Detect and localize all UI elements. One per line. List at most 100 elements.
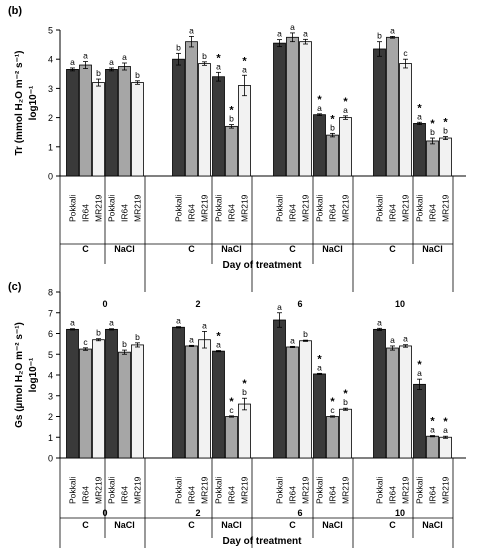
y-tick-label: 7: [48, 308, 53, 318]
significance-letter: a: [109, 318, 114, 328]
bar-pokkali: [212, 76, 225, 177]
category-label: MR219: [341, 476, 351, 504]
condition-label: C: [389, 244, 396, 254]
significance-letter: a: [277, 302, 282, 312]
y-tick-label: 0: [48, 454, 53, 464]
condition-label: C: [188, 520, 195, 530]
category-label: IR64: [81, 204, 91, 222]
significance-star: *: [343, 388, 348, 400]
category-label: MR219: [341, 194, 351, 222]
condition-label: C: [389, 520, 396, 530]
condition-label: NaCl: [114, 244, 135, 254]
significance-letter: b: [343, 397, 348, 407]
y-tick-label: 3: [48, 391, 53, 401]
day-label: 6: [297, 508, 302, 518]
significance-star: *: [229, 105, 234, 117]
significance-letter: a: [83, 51, 88, 61]
y-tick-label: 2: [48, 412, 53, 422]
significance-letter: b: [303, 329, 308, 339]
significance-letter: a: [343, 105, 348, 115]
condition-label: C: [82, 244, 89, 254]
y-tick-label: 4: [48, 55, 53, 65]
day-label: 10: [395, 299, 405, 309]
significance-letter: a: [290, 22, 295, 32]
significance-star: *: [417, 359, 422, 371]
significance-letter: a: [202, 320, 207, 330]
bar-mr219: [299, 340, 312, 459]
significance-letter: a: [417, 368, 422, 378]
bar-mr219: [92, 339, 105, 459]
bar-ir64: [79, 348, 92, 459]
condition-label: NaCl: [322, 244, 343, 254]
category-label: MR219: [240, 194, 250, 222]
category-label: Pokkali: [415, 194, 425, 222]
category-label: MR219: [441, 194, 451, 222]
category-label: MR219: [200, 476, 210, 504]
significance-letter: a: [189, 25, 194, 35]
category-label: MR219: [301, 194, 311, 222]
bar-pokkali: [373, 328, 386, 459]
significance-star: *: [330, 396, 335, 408]
category-label: MR219: [441, 476, 451, 504]
significance-letter: a: [189, 334, 194, 344]
condition-label: C: [188, 244, 195, 254]
bar-pokkali: [172, 58, 185, 177]
significance-star: *: [317, 353, 322, 365]
significance-letter: b: [202, 51, 207, 61]
category-label: IR64: [328, 486, 338, 504]
category-label: MR219: [401, 476, 411, 504]
bar-pokkali: [66, 69, 79, 177]
bar-mr219: [198, 63, 211, 177]
significance-letter: c: [403, 48, 408, 58]
significance-star: *: [443, 416, 448, 428]
bar-mr219: [238, 85, 251, 177]
category-label: Pokkali: [275, 476, 285, 504]
significance-letter: b: [377, 31, 382, 41]
significance-star: *: [216, 52, 221, 64]
significance-letter: c: [330, 405, 335, 415]
category-label: Pokkali: [68, 476, 78, 504]
condition-label: NaCl: [114, 520, 135, 530]
significance-letter: b: [330, 122, 335, 132]
significance-letter: a: [317, 362, 322, 372]
bar-ir64: [286, 346, 299, 459]
y-axis-label-unit: log10⁻¹: [28, 85, 39, 120]
bar-ir64: [185, 41, 198, 177]
bar-ir64: [286, 36, 299, 177]
category-label: Pokkali: [275, 194, 285, 222]
significance-letter: b: [430, 127, 435, 137]
significance-letter: a: [443, 425, 448, 435]
significance-letter: b: [242, 387, 247, 397]
category-label: IR64: [288, 204, 298, 222]
significance-letter: b: [96, 68, 101, 78]
bar-mr219: [198, 339, 211, 459]
category-label: Pokkali: [315, 476, 325, 504]
category-label: IR64: [328, 204, 338, 222]
y-tick-label: 1: [48, 433, 53, 443]
bar-mr219: [439, 436, 452, 459]
significance-letter: a: [417, 111, 422, 121]
bar-ir64: [185, 345, 198, 459]
bar-pokkali: [212, 350, 225, 459]
day-label: 6: [297, 299, 302, 309]
significance-letter: b: [443, 126, 448, 136]
category-label: IR64: [288, 486, 298, 504]
bar-mr219: [131, 82, 144, 177]
y-tick-label: 4: [48, 371, 53, 381]
category-label: IR64: [227, 204, 237, 222]
y-tick-label: 3: [48, 84, 53, 94]
bar-mr219: [238, 403, 251, 459]
bar-pokkali: [273, 42, 286, 177]
bar-ir64: [79, 64, 92, 177]
category-label: IR64: [81, 486, 91, 504]
significance-letter: b: [135, 70, 140, 80]
bar-pokkali: [273, 319, 286, 459]
condition-label: C: [82, 520, 89, 530]
category-label: MR219: [94, 194, 104, 222]
significance-letter: a: [290, 335, 295, 345]
significance-letter: a: [303, 28, 308, 38]
significance-star: *: [443, 117, 448, 129]
significance-letter: b: [122, 339, 127, 349]
category-label: Pokkali: [107, 476, 117, 504]
